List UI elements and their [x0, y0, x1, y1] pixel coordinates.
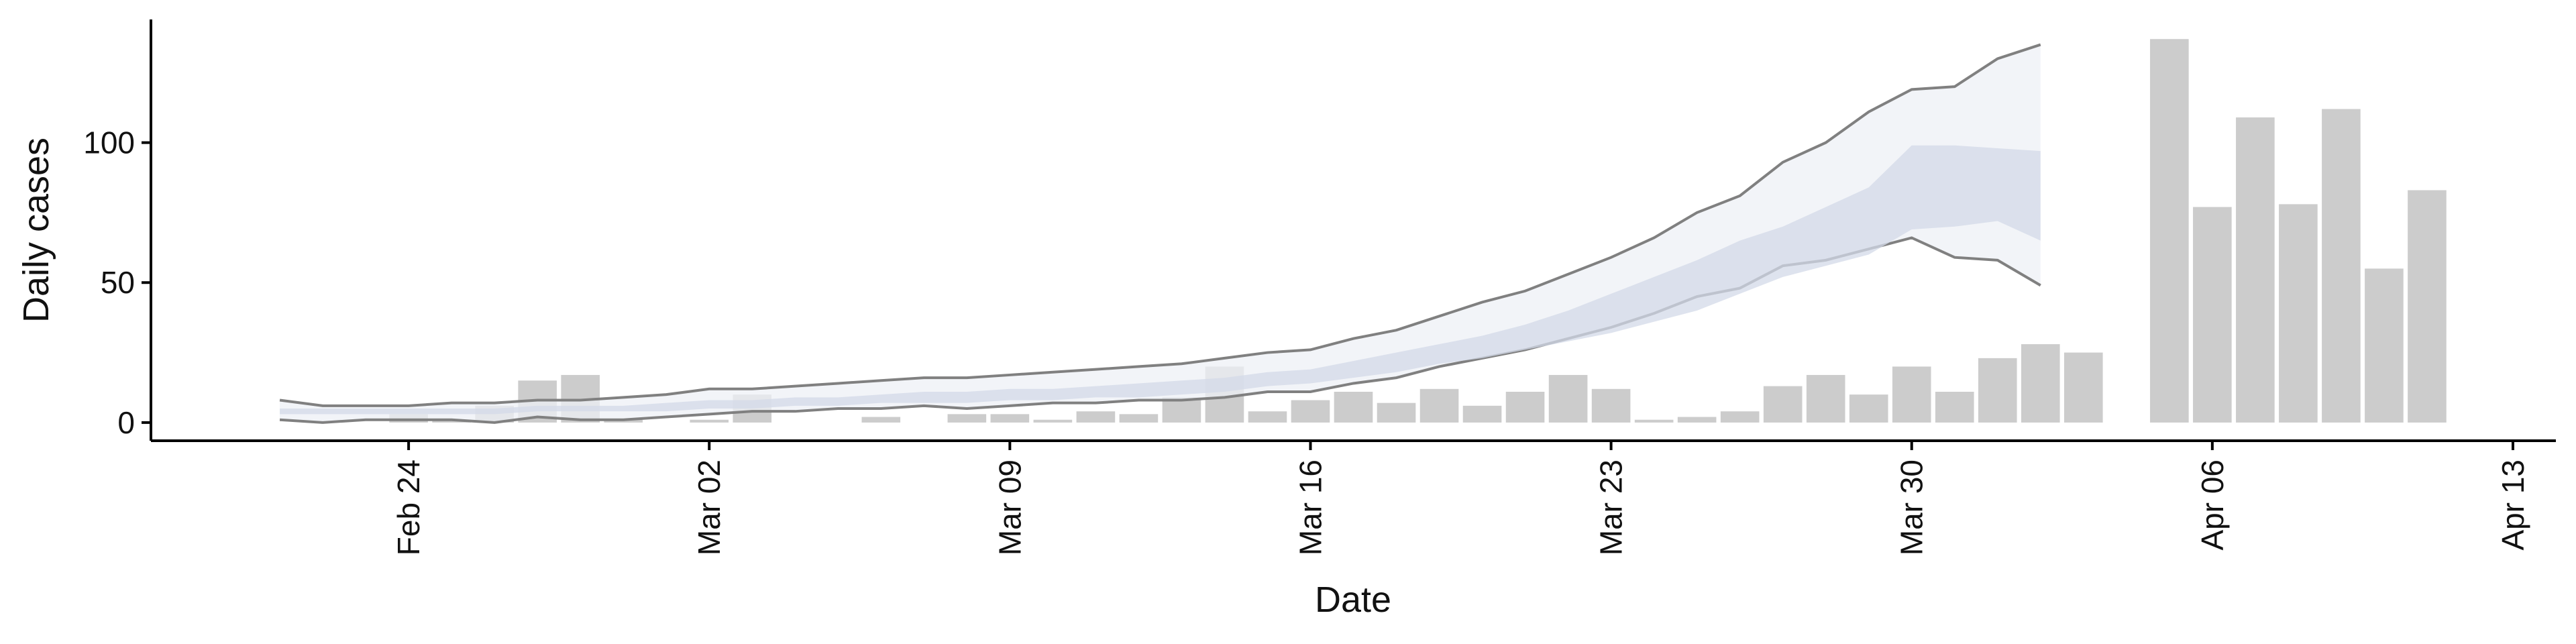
ribbon-edge	[279, 43, 2041, 407]
x-tick-label: Apr 13	[2496, 460, 2530, 551]
bar	[690, 419, 729, 423]
y-axis-title: Daily cases	[16, 138, 56, 323]
bar	[1248, 411, 1287, 423]
x-tick-label: Mar 16	[1293, 460, 1328, 555]
bar	[1720, 411, 1760, 423]
bar	[604, 419, 643, 423]
bar	[2063, 352, 2103, 423]
bar	[1334, 391, 1373, 423]
bar	[2150, 39, 2189, 423]
y-tick-label: 100	[83, 125, 135, 160]
bar	[2322, 109, 2361, 423]
bar	[2021, 344, 2060, 423]
bar	[432, 419, 471, 423]
bar	[1634, 419, 1674, 423]
bar	[1806, 374, 1845, 423]
bar	[1591, 388, 1631, 423]
bar	[947, 414, 987, 423]
bar	[2365, 268, 2404, 423]
bar	[1419, 388, 1459, 423]
bar	[990, 414, 1030, 423]
bar	[1033, 419, 1073, 423]
bar	[2279, 204, 2318, 423]
bar	[1377, 402, 1416, 423]
x-axis-title: Date	[1315, 580, 1391, 620]
x-tick-label: Mar 30	[1894, 460, 1929, 555]
bar	[1849, 394, 1888, 423]
bar	[1892, 366, 1931, 423]
bar	[2408, 190, 2447, 423]
bar	[1763, 386, 1803, 423]
x-tick-label: Apr 06	[2195, 460, 2230, 551]
x-tick-label: Feb 24	[391, 460, 426, 555]
ribbon	[280, 145, 2041, 415]
bar	[1462, 405, 1502, 423]
bar	[2236, 117, 2275, 423]
bar	[1076, 411, 1116, 423]
x-tick-label: Mar 02	[692, 460, 727, 555]
bar	[1677, 417, 1717, 423]
bar	[1978, 358, 2017, 423]
bar	[1548, 374, 1588, 423]
bar	[1291, 400, 1330, 423]
x-tick-label: Mar 23	[1594, 460, 1629, 555]
bar	[861, 417, 901, 423]
x-tick-label: Mar 09	[992, 460, 1027, 555]
bar	[1162, 397, 1201, 423]
y-tick-label: 0	[117, 405, 135, 440]
bar	[1119, 414, 1159, 423]
y-tick-label: 50	[101, 265, 135, 300]
bar	[1935, 391, 1974, 423]
plot-area: 0 50 100 Feb 24 Mar 02 Mar 09 Mar 16 Mar 23 Mar …	[83, 19, 2556, 555]
bar	[1505, 391, 1545, 423]
bar	[2193, 207, 2232, 423]
